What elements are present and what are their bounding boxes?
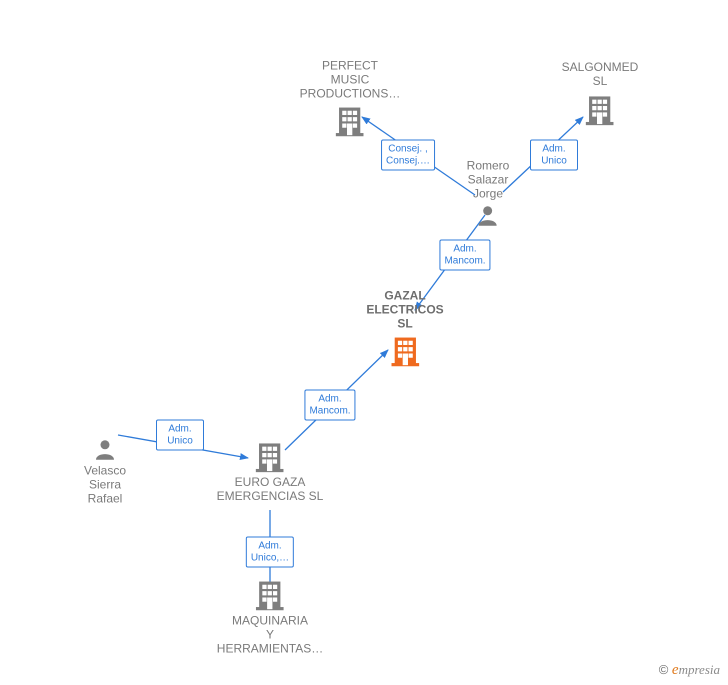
- building-icon: [300, 104, 401, 138]
- person-icon: [84, 437, 126, 461]
- brand-first-letter: e: [672, 662, 679, 678]
- node-label: SALGONMED SL: [562, 61, 639, 89]
- copyright: © empresia: [659, 662, 720, 679]
- building-icon: [217, 439, 324, 473]
- copyright-symbol: ©: [659, 662, 669, 677]
- node-romero[interactable]: Romero Salazar Jorge: [467, 159, 510, 230]
- node-salgonmed[interactable]: SALGONMED SL: [562, 61, 639, 129]
- node-maquinaria[interactable]: MAQUINARIA Y HERRAMIENTAS…: [217, 574, 323, 655]
- node-label: Velasco Sierra Rafael: [84, 464, 126, 505]
- node-euro_gaza[interactable]: EURO GAZA EMERGENCIAS SL: [217, 436, 324, 504]
- edge-label[interactable]: Adm. Mancom.: [304, 390, 355, 421]
- person-icon: [467, 204, 510, 228]
- node-gazal[interactable]: GAZAL ELECTRICOS SL: [366, 289, 443, 370]
- node-label: PERFECT MUSIC PRODUCTIONS…: [300, 59, 401, 100]
- diagram-stage: PERFECT MUSIC PRODUCTIONS… SALGONMED SL …: [0, 0, 728, 685]
- building-icon: [366, 334, 443, 368]
- edge-label[interactable]: Adm. Unico: [156, 420, 204, 451]
- building-icon: [217, 577, 323, 611]
- node-label: GAZAL ELECTRICOS SL: [366, 289, 443, 330]
- edge-label[interactable]: Adm. Unico,…: [246, 537, 294, 568]
- brand-rest: mpresia: [679, 662, 720, 677]
- edge-label[interactable]: Adm. Mancom.: [439, 240, 490, 271]
- node-label: MAQUINARIA Y HERRAMIENTAS…: [217, 614, 323, 655]
- edge-label[interactable]: Adm. Unico: [530, 140, 578, 171]
- node-label: EURO GAZA EMERGENCIAS SL: [217, 476, 324, 504]
- building-icon: [562, 92, 639, 126]
- edge-label[interactable]: Consej. , Consej.…: [381, 140, 435, 171]
- node-label: Romero Salazar Jorge: [467, 159, 510, 200]
- node-perfect_music[interactable]: PERFECT MUSIC PRODUCTIONS…: [300, 59, 401, 140]
- node-velasco[interactable]: Velasco Sierra Rafael: [84, 434, 126, 505]
